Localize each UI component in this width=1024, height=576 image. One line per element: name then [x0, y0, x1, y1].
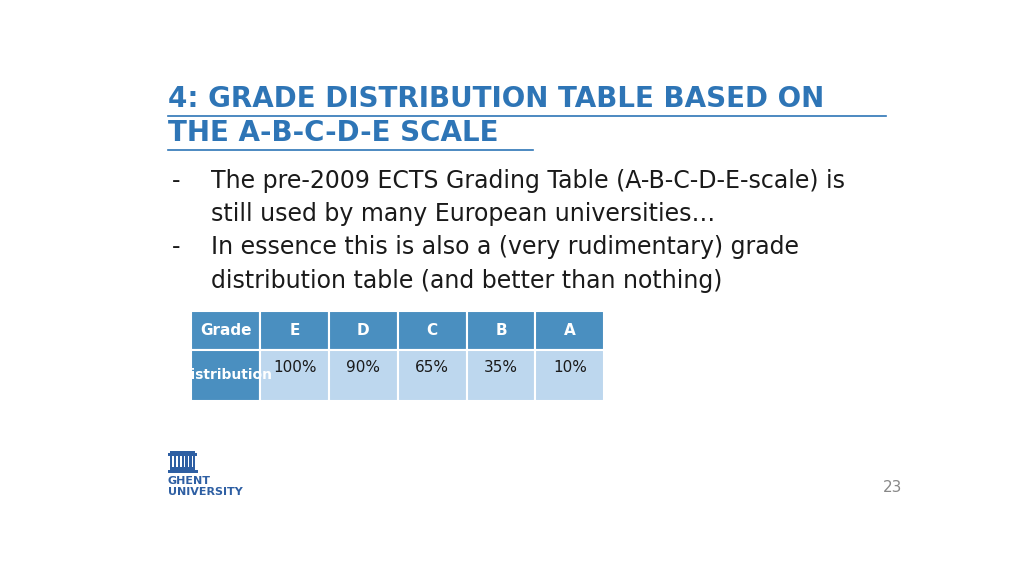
Text: 90%: 90%: [346, 360, 381, 375]
Text: 100%: 100%: [273, 360, 316, 375]
Text: 4: GRADE DISTRIBUTION TABLE BASED ON: 4: GRADE DISTRIBUTION TABLE BASED ON: [168, 85, 824, 113]
Text: B: B: [496, 323, 507, 338]
Text: Distribution: Distribution: [179, 369, 272, 382]
Bar: [170, 467, 196, 469]
Text: In essence this is also a (very rudimentary) grade: In essence this is also a (very rudiment…: [211, 236, 800, 259]
Bar: [260, 311, 329, 350]
Text: 23: 23: [883, 480, 902, 495]
Bar: [536, 350, 604, 401]
Text: distribution table (and better than nothing): distribution table (and better than noth…: [211, 268, 723, 293]
Bar: [329, 311, 397, 350]
Bar: [170, 450, 196, 453]
Text: GHENT: GHENT: [168, 476, 211, 486]
Bar: [194, 456, 196, 467]
Text: 35%: 35%: [484, 360, 518, 375]
Bar: [467, 311, 536, 350]
Text: D: D: [357, 323, 370, 338]
Text: E: E: [290, 323, 300, 338]
Text: still used by many European universities…: still used by many European universities…: [211, 202, 716, 226]
Bar: [169, 453, 197, 456]
Bar: [191, 350, 260, 401]
Bar: [467, 350, 536, 401]
Text: A: A: [564, 323, 575, 338]
Bar: [181, 456, 184, 467]
Bar: [174, 456, 176, 467]
Text: -: -: [172, 169, 180, 193]
Text: THE A-B-C-D-E SCALE: THE A-B-C-D-E SCALE: [168, 119, 499, 147]
Text: 10%: 10%: [553, 360, 587, 375]
Bar: [189, 456, 191, 467]
Text: UNIVERSITY: UNIVERSITY: [168, 487, 243, 497]
Bar: [397, 311, 467, 350]
Text: Grade: Grade: [200, 323, 252, 338]
Text: 65%: 65%: [415, 360, 450, 375]
Bar: [185, 456, 187, 467]
Bar: [170, 456, 172, 467]
Text: The pre-2009 ECTS Grading Table (A-B-C-D-E-scale) is: The pre-2009 ECTS Grading Table (A-B-C-D…: [211, 169, 846, 193]
Bar: [168, 469, 198, 473]
Text: -: -: [172, 236, 180, 259]
Text: C: C: [427, 323, 438, 338]
Bar: [397, 350, 467, 401]
Bar: [191, 311, 260, 350]
Bar: [260, 350, 329, 401]
Bar: [536, 311, 604, 350]
Bar: [178, 456, 180, 467]
Bar: [329, 350, 397, 401]
